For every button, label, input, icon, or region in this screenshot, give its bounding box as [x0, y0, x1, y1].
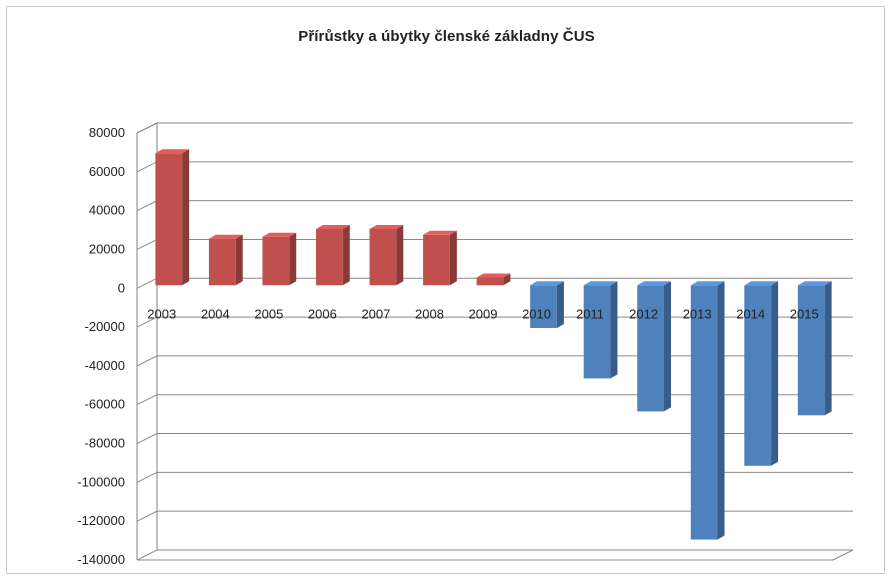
- gridline: [136, 471, 853, 483]
- y-tick-label: 60000: [89, 164, 125, 179]
- y-tick-label: 80000: [89, 125, 125, 140]
- bar: [690, 281, 725, 540]
- x-tick-label: 2014: [736, 306, 765, 321]
- gridline: [136, 433, 853, 444]
- y-tick-label: -140000: [77, 552, 125, 567]
- x-tick-label: 2011: [576, 306, 604, 321]
- y-tick-label: 20000: [89, 241, 125, 256]
- bar-top: [423, 230, 457, 235]
- bar-front: [155, 153, 183, 286]
- bar-top: [583, 281, 618, 286]
- bar-top: [208, 234, 243, 239]
- y-tick-label: -60000: [85, 397, 125, 412]
- bar: [369, 224, 404, 286]
- bar-top: [476, 273, 511, 278]
- bar: [423, 230, 457, 286]
- bar-top: [155, 149, 190, 154]
- y-tick-label: 0: [118, 280, 125, 295]
- gridline: [136, 200, 853, 212]
- bar-top: [369, 224, 404, 229]
- y-tick-label: -80000: [85, 436, 125, 451]
- bar-side: [503, 273, 511, 286]
- x-tick-label: 2009: [469, 306, 498, 321]
- bar-front: [744, 285, 772, 466]
- bar: [208, 234, 243, 286]
- y-tick-label: -40000: [85, 358, 125, 373]
- bar-side: [289, 232, 297, 286]
- x-tick-label: 2007: [361, 306, 390, 321]
- x-tick-label: 2015: [790, 306, 819, 321]
- bar-top: [316, 224, 350, 229]
- gridline: [136, 510, 853, 522]
- bar-side: [342, 224, 350, 286]
- bar-top: [690, 281, 725, 286]
- bar-front: [316, 228, 343, 286]
- y-tick-label: 40000: [89, 203, 125, 218]
- bar-side: [396, 224, 404, 286]
- bar-top: [797, 281, 832, 286]
- y-tick-label: -20000: [85, 319, 125, 334]
- bar-top: [530, 281, 564, 286]
- bar: [316, 224, 350, 286]
- bar-top: [744, 281, 779, 286]
- bar: [637, 281, 671, 412]
- bar-side: [610, 281, 618, 379]
- gridline: [136, 355, 853, 367]
- gridline: [136, 549, 853, 561]
- bar-front: [208, 238, 236, 286]
- bar-top: [262, 232, 297, 237]
- x-tick-label: 2012: [629, 306, 658, 321]
- bar: [583, 281, 618, 379]
- gridline: [136, 394, 853, 406]
- x-tick-label: 2010: [522, 306, 551, 321]
- bar-side: [235, 234, 243, 286]
- bar: [797, 281, 832, 416]
- bar-side: [824, 281, 832, 416]
- bars: [155, 149, 832, 540]
- bar-front: [530, 285, 557, 328]
- x-axis-ticks: 2003 2004 2005 2006 2007 2008 2009 2010 2011 2012…: [147, 306, 818, 321]
- floor-right-edge: [832, 549, 854, 561]
- bar-front: [797, 285, 825, 416]
- x-tick-label: 2003: [147, 306, 176, 321]
- bar-front: [262, 236, 290, 286]
- y-tick-label: -120000: [77, 513, 125, 528]
- gridline: [136, 161, 853, 173]
- bar-side: [449, 230, 457, 286]
- gridline: [136, 238, 853, 250]
- bar: [744, 281, 779, 466]
- bar-side: [664, 281, 671, 412]
- bar: [155, 149, 190, 286]
- bar-front: [583, 285, 611, 379]
- bar-side: [717, 281, 725, 540]
- chart-title: Přírůstky a úbytky členské základny ČUS: [298, 28, 595, 45]
- bar-side: [771, 281, 779, 466]
- bar-top: [637, 281, 671, 286]
- x-tick-label: 2013: [683, 306, 712, 321]
- gridline: [136, 316, 853, 328]
- side-wall-edge: [136, 122, 158, 550]
- bar-side: [556, 281, 564, 328]
- bar-front: [476, 277, 504, 286]
- bar-front: [423, 234, 450, 286]
- bar: [530, 281, 564, 328]
- bar-front: [690, 285, 718, 540]
- x-tick-label: 2004: [201, 306, 230, 321]
- bar-front: [369, 228, 397, 286]
- chart-frame: [6, 6, 885, 574]
- gridline: [136, 122, 853, 134]
- y-tick-label: -100000: [77, 474, 125, 489]
- bar: [262, 232, 297, 286]
- bar-front: [637, 285, 664, 412]
- x-tick-label: 2008: [415, 306, 444, 321]
- y-axis-ticks: 80000 60000 40000 20000 0 -20000 -40000 -60000 -…: [77, 125, 125, 567]
- bar: [476, 273, 511, 286]
- x-tick-label: 2006: [308, 306, 337, 321]
- bar-side: [182, 149, 190, 286]
- x-tick-label: 2005: [254, 306, 283, 321]
